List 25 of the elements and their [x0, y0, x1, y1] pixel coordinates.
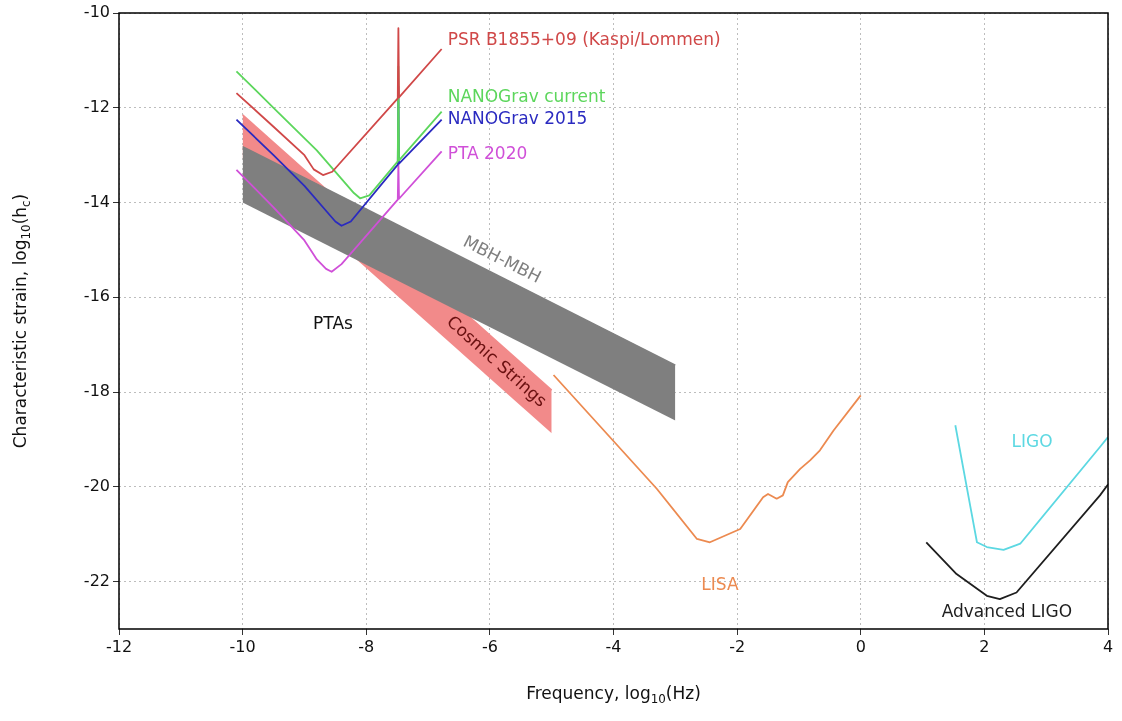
- y-tick-label: -20: [83, 476, 110, 495]
- y-tick-label: -12: [83, 96, 110, 116]
- y-tick-label: -14: [83, 191, 110, 211]
- y-axis-title: Characteristic strain, log10(hc): [10, 193, 34, 449]
- series-label: LISA: [701, 573, 739, 594]
- x-tick-label: 2: [979, 636, 990, 656]
- series-label: NANOGrav 2015: [447, 108, 588, 129]
- x-tick-label: -8: [358, 636, 375, 656]
- y-tick-label: -10: [83, 2, 110, 22]
- x-tick-label: -4: [605, 636, 622, 656]
- series-label: NANOGrav current: [447, 85, 606, 106]
- x-tick-label: -10: [229, 636, 256, 656]
- annotation: PTAs: [313, 313, 354, 334]
- y-tick-label: -18: [83, 381, 110, 401]
- x-tick-label: -2: [729, 636, 746, 656]
- y-tick-label: -16: [83, 286, 110, 306]
- x-tick-label: 4: [1102, 636, 1114, 656]
- y-tick-label: -22: [83, 570, 110, 590]
- series-label: PTA 2020: [447, 142, 528, 163]
- x-tick-label: -6: [481, 636, 498, 656]
- text: LIGO: [1011, 430, 1053, 451]
- x-tick-label: -12: [105, 636, 133, 656]
- series-label: PSR B1855+09 (Kaspi/Lommen): [447, 29, 721, 50]
- x-tick-label: 0: [855, 636, 866, 656]
- series-label: Advanced LIGO: [941, 600, 1073, 621]
